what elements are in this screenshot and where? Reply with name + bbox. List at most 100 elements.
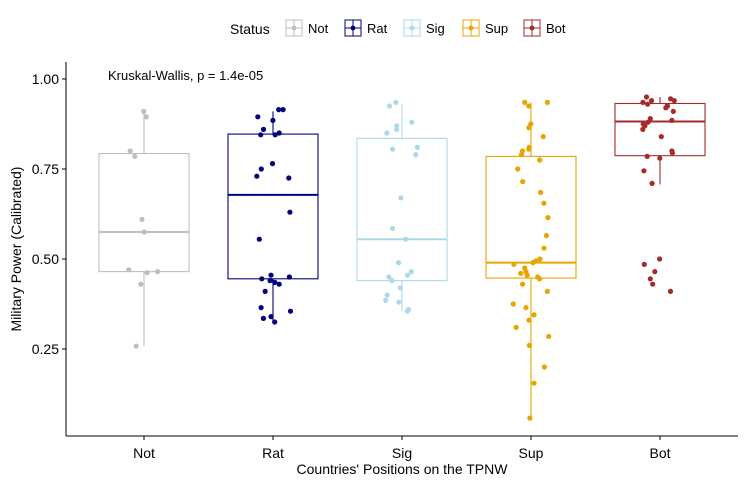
data-point-sup — [543, 233, 550, 239]
box-sup — [485, 155, 577, 279]
data-point-sig — [386, 103, 393, 109]
y-tick-label: 0.50 — [32, 251, 59, 267]
data-point-not — [138, 281, 144, 287]
data-point-rat — [270, 117, 276, 123]
data-point-sup — [520, 179, 526, 185]
data-point-bot — [663, 105, 669, 111]
data-point-sup — [522, 99, 528, 105]
data-point-sig — [403, 236, 409, 242]
data-point-sup — [511, 261, 517, 267]
data-point-bot — [649, 180, 655, 186]
data-point-sup — [530, 260, 536, 266]
data-point-sup — [545, 215, 551, 221]
data-point-bot — [640, 126, 646, 132]
data-point-sig — [384, 130, 390, 136]
legend: Status Not Rat Sig Sup Bot — [230, 19, 566, 37]
data-point-rat — [258, 305, 264, 311]
legend-item-rat: Rat — [344, 19, 388, 37]
data-point-sig — [408, 269, 414, 275]
data-point-sup — [544, 99, 551, 105]
legend-key-dot — [350, 25, 356, 31]
data-point-bot — [648, 98, 655, 104]
data-point-sup — [541, 364, 548, 370]
data-point-sig — [383, 297, 389, 303]
data-point-not — [127, 148, 133, 154]
data-point-bot — [657, 155, 663, 161]
data-point-rat — [272, 132, 278, 138]
data-point-rat — [272, 279, 278, 285]
data-point-sig — [398, 195, 404, 201]
data-point-rat — [260, 126, 267, 132]
data-point-rat — [255, 114, 261, 120]
data-point-sig — [413, 152, 419, 158]
kruskal-wallis-annotation: Kruskal-Wallis, p = 1.4e-05 — [108, 68, 263, 83]
data-point-bot — [657, 256, 663, 262]
legend-label: Sup — [485, 21, 508, 36]
data-point-rat — [268, 314, 274, 320]
data-point-rat — [256, 236, 262, 242]
data-point-sup — [540, 134, 546, 140]
plot-area: Kruskal-Wallis, p = 1.4e-05 — [98, 68, 706, 421]
data-point-bot — [658, 134, 664, 140]
data-point-bot — [650, 281, 656, 287]
data-point-rat — [259, 276, 265, 282]
box-not — [98, 152, 190, 273]
data-point-bot — [670, 108, 676, 114]
legend-label: Sig — [426, 21, 445, 36]
legend-label: Not — [308, 21, 329, 36]
box-sig — [356, 137, 448, 282]
data-point-bot — [667, 288, 674, 294]
data-point-not — [141, 108, 147, 114]
data-point-bot — [643, 94, 650, 100]
axes: 0.25 0.50 0.75 1.00 Not Rat Sig Sup Bot — [32, 62, 738, 461]
data-point-rat — [269, 161, 276, 167]
data-point-not — [155, 269, 161, 275]
data-point-bot — [641, 168, 647, 174]
box-bot — [614, 102, 706, 157]
data-point-bot — [669, 117, 675, 123]
data-point-bot — [645, 119, 651, 125]
data-point-rat — [286, 175, 292, 181]
data-point-rat — [260, 315, 266, 321]
data-point-rat — [276, 107, 282, 113]
legend-key-dot — [529, 25, 535, 31]
data-point-not — [141, 229, 147, 235]
data-point-sup — [510, 301, 516, 307]
data-point-sig — [397, 285, 403, 291]
data-point-rat — [287, 308, 294, 314]
data-point-sup — [531, 312, 537, 318]
data-point-sig — [393, 99, 399, 105]
x-tick-label-bot: Bot — [649, 445, 670, 461]
data-point-sig — [389, 278, 395, 284]
data-point-sup — [526, 317, 532, 323]
data-point-bot — [671, 98, 677, 104]
data-point-sup — [526, 103, 532, 109]
y-tick-label: 1.00 — [32, 71, 59, 87]
data-point-sup — [546, 333, 552, 339]
y-tick-label: 0.25 — [32, 341, 59, 357]
data-point-rat — [267, 278, 273, 284]
data-point-sup — [526, 125, 532, 131]
data-point-rat — [272, 319, 278, 325]
data-point-bot — [669, 150, 676, 156]
data-point-sup — [520, 281, 526, 287]
legend-item-not: Not — [285, 19, 329, 37]
data-point-sup — [527, 415, 533, 421]
data-point-rat — [287, 209, 293, 215]
data-point-sup — [537, 157, 543, 163]
x-tick-label-sup: Sup — [519, 445, 544, 461]
legend-label: Rat — [367, 21, 388, 36]
data-point-sig — [414, 144, 420, 150]
data-point-sup — [544, 288, 551, 294]
data-point-sup — [524, 272, 530, 278]
data-point-bot — [640, 99, 646, 105]
legend-item-sup: Sup — [462, 19, 508, 37]
data-point-rat — [268, 272, 274, 278]
data-point-rat — [258, 132, 264, 138]
data-point-sup — [536, 276, 543, 282]
data-point-rat — [258, 166, 264, 172]
data-point-not — [132, 153, 138, 159]
data-point-bot — [652, 269, 658, 275]
legend-item-bot: Bot — [523, 19, 566, 37]
